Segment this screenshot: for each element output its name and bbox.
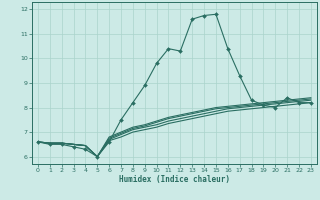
X-axis label: Humidex (Indice chaleur): Humidex (Indice chaleur) (119, 175, 230, 184)
